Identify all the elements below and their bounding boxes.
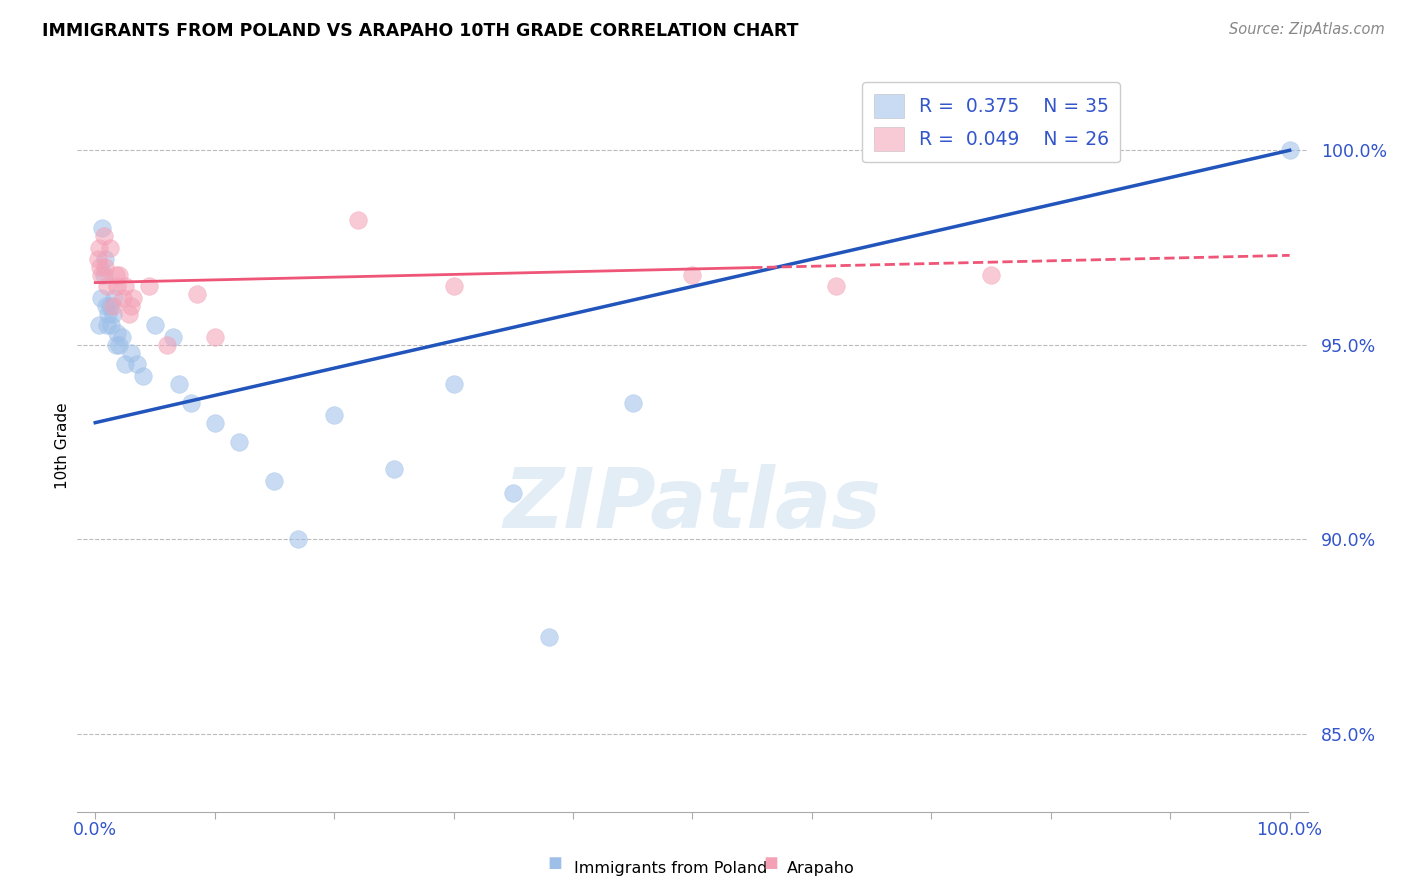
Point: [443, 376, 465, 391]
Point: [502, 485, 524, 500]
Point: [104, 268, 127, 282]
Point: [98, 299, 121, 313]
Point: [682, 268, 704, 282]
Point: [96, 318, 118, 333]
Point: [103, 291, 125, 305]
Point: [90, 268, 112, 282]
Text: Source: ZipAtlas.com: Source: ZipAtlas.com: [1229, 22, 1385, 37]
Point: [125, 357, 148, 371]
Point: [186, 287, 208, 301]
Point: [114, 357, 136, 371]
Point: [105, 326, 128, 341]
Point: [110, 330, 132, 344]
Point: [87, 318, 110, 333]
Text: 100.0%: 100.0%: [1257, 822, 1323, 839]
Point: [114, 279, 136, 293]
Point: [204, 416, 226, 430]
Text: Arapaho: Arapaho: [787, 861, 855, 876]
Point: [132, 368, 155, 383]
Point: [167, 376, 190, 391]
Point: [105, 279, 128, 293]
Point: [263, 474, 285, 488]
Point: [100, 318, 122, 333]
Text: Immigrants from Poland: Immigrants from Poland: [574, 861, 768, 876]
Point: [180, 396, 202, 410]
Point: [96, 279, 118, 293]
Point: [101, 307, 124, 321]
Point: [138, 279, 160, 293]
Point: [824, 279, 846, 293]
Point: [86, 252, 108, 267]
Point: [323, 408, 346, 422]
Point: [94, 252, 117, 267]
Point: [122, 291, 145, 305]
Point: [621, 396, 644, 410]
Point: [108, 338, 131, 352]
Point: [98, 241, 121, 255]
Point: [120, 345, 142, 359]
Point: [91, 221, 114, 235]
Legend: R =  0.375    N = 35, R =  0.049    N = 26: R = 0.375 N = 35, R = 0.049 N = 26: [862, 82, 1119, 162]
Point: [87, 241, 110, 255]
Point: [162, 330, 184, 344]
Y-axis label: 10th Grade: 10th Grade: [55, 402, 70, 490]
Point: [980, 268, 1002, 282]
Point: [228, 435, 250, 450]
Text: ZIPatlas: ZIPatlas: [503, 464, 882, 545]
Point: [90, 291, 112, 305]
Text: ◼: ◼: [548, 855, 562, 872]
Point: [443, 279, 465, 293]
Point: [108, 268, 131, 282]
Point: [101, 299, 124, 313]
Point: [382, 462, 405, 476]
Point: [1278, 144, 1301, 158]
Text: ◼: ◼: [763, 855, 778, 872]
Text: 0.0%: 0.0%: [73, 822, 117, 839]
Point: [94, 260, 117, 274]
Point: [143, 318, 166, 333]
Point: [104, 338, 127, 352]
Point: [93, 228, 115, 243]
Point: [94, 299, 117, 313]
Text: IMMIGRANTS FROM POLAND VS ARAPAHO 10TH GRADE CORRELATION CHART: IMMIGRANTS FROM POLAND VS ARAPAHO 10TH G…: [42, 22, 799, 40]
Point: [89, 260, 111, 274]
Point: [204, 330, 226, 344]
Point: [538, 630, 561, 644]
Point: [156, 338, 179, 352]
Point: [287, 533, 309, 547]
Point: [347, 213, 370, 227]
Point: [118, 307, 141, 321]
Point: [111, 291, 134, 305]
Point: [93, 268, 115, 282]
Point: [120, 299, 142, 313]
Point: [97, 307, 120, 321]
